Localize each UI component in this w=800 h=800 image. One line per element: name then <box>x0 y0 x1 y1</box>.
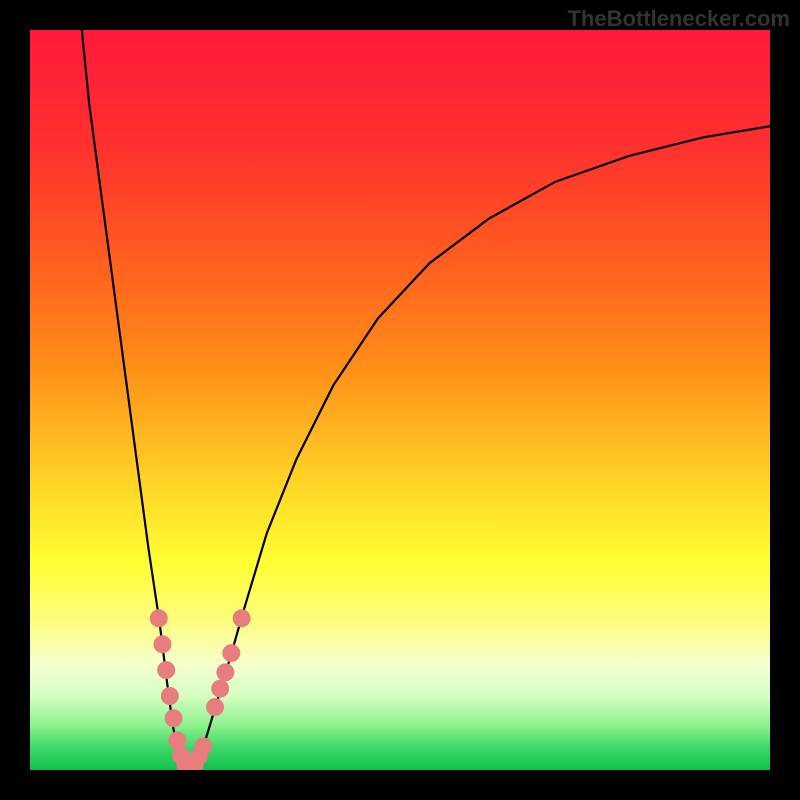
watermark-text: TheBottlenecker.com <box>567 6 790 32</box>
data-marker <box>157 661 175 679</box>
chart-container: TheBottlenecker.com <box>0 0 800 800</box>
data-marker <box>206 698 224 716</box>
data-marker <box>194 737 212 755</box>
data-marker <box>150 609 168 627</box>
data-marker <box>211 680 229 698</box>
data-marker <box>233 609 251 627</box>
data-marker <box>216 663 234 681</box>
bottleneck-chart <box>30 30 770 770</box>
gradient-background <box>30 30 770 770</box>
data-marker <box>161 687 179 705</box>
data-marker <box>153 635 171 653</box>
data-marker <box>222 644 240 662</box>
data-marker <box>165 709 183 727</box>
plot-area <box>30 30 770 770</box>
